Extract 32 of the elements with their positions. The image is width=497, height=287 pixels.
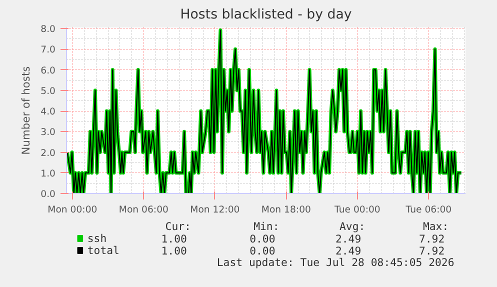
text: Min: [254,220,280,233]
text: 7.92 [418,244,445,258]
x-tick-label: Mon 00:00 [48,204,98,216]
text: 2.49 [335,232,362,246]
text: Last update: Tue Jul 28 08:45:05 2026 [216,256,454,269]
y-tick-label: 4.0 [40,106,56,118]
x-tick-label: Tue 00:00 [334,204,380,216]
text: 0.00 [250,244,276,258]
y-tick-label: 8.0 [40,24,56,36]
text: Max: [422,220,449,233]
text: 7.92 [418,232,445,246]
text: 0.00 [250,232,276,246]
y-tick-label: 3.0 [40,127,56,138]
text: 1.00 [161,232,187,246]
y-tick-label: 0.0 [40,189,56,200]
y-axis-title: Number of hosts [20,66,33,155]
y-tick-label: 2.0 [40,148,56,159]
legend-label: total [87,244,120,257]
chart-title: Hosts blacklisted - by day [180,8,352,22]
text: 1.00 [161,244,187,258]
text: Avg: [339,220,366,233]
x-tick-label: Mon 18:00 [261,204,312,216]
x-tick-label: Tue 06:00 [404,204,452,216]
text: Cur: [165,220,191,233]
y-tick-label: 5.0 [40,86,56,97]
y-tick-label: 6.0 [40,65,56,76]
x-tick-label: Mon 12:00 [190,204,240,216]
y-tick-label: 1.0 [40,168,56,180]
text: 2.49 [335,244,362,258]
legend-label: ssh [87,232,107,245]
y-tick-label: 7.0 [40,44,56,56]
x-tick-label: Mon 06:00 [118,204,169,216]
